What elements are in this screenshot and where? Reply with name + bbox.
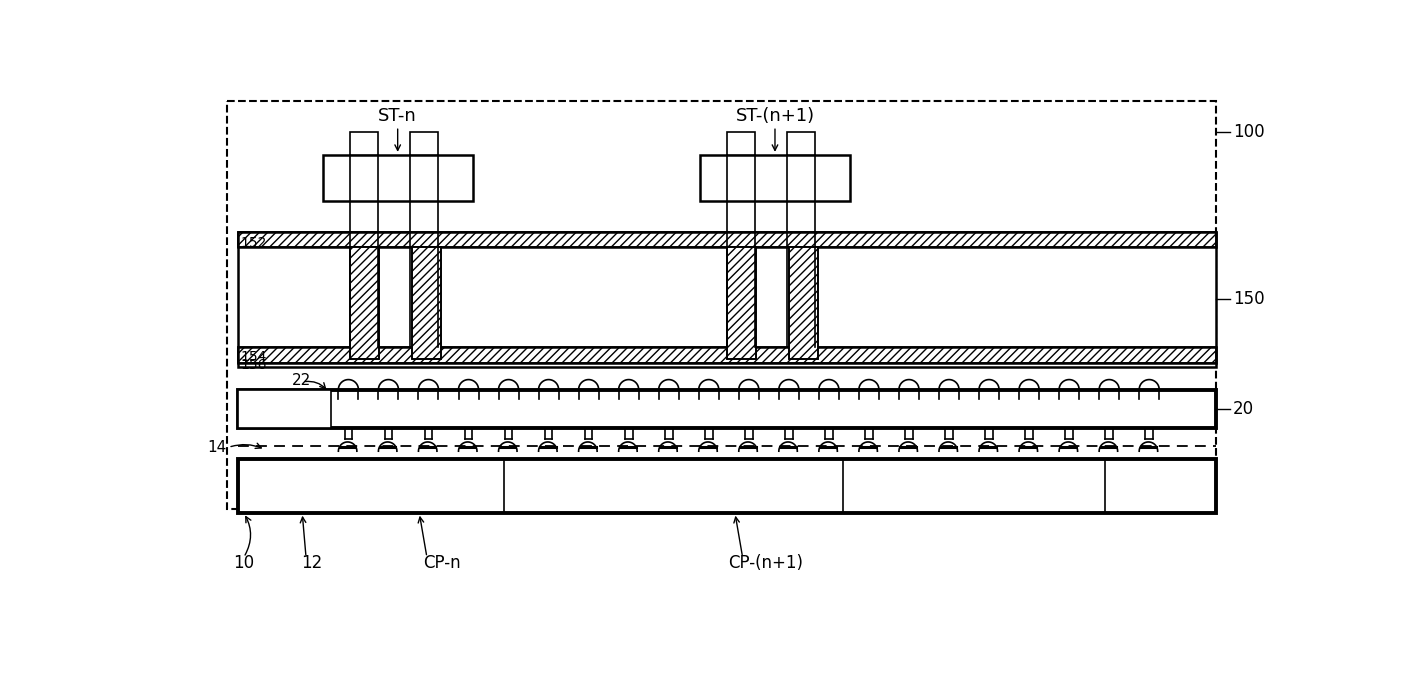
Bar	[728, 247, 756, 359]
Bar	[238, 232, 1216, 367]
Bar	[238, 232, 1216, 247]
Text: ST-n: ST-n	[378, 107, 418, 125]
Bar	[728, 247, 756, 359]
Bar	[350, 247, 379, 359]
Bar	[350, 247, 379, 359]
Text: CP-n: CP-n	[423, 554, 462, 572]
Text: 156: 156	[241, 358, 268, 372]
Bar	[789, 247, 818, 359]
Text: 10: 10	[234, 554, 255, 572]
Bar	[238, 347, 1216, 362]
Text: 100: 100	[1233, 122, 1264, 141]
Bar	[238, 390, 331, 428]
Text: 14: 14	[208, 440, 227, 455]
Bar	[227, 101, 1216, 509]
Bar	[238, 390, 1216, 428]
Bar	[238, 459, 1216, 513]
Text: 154: 154	[241, 350, 268, 364]
Bar	[789, 247, 818, 359]
Bar	[701, 155, 851, 201]
Text: 22: 22	[292, 373, 312, 388]
Bar	[350, 132, 378, 155]
Bar	[412, 247, 440, 359]
Text: CP-(n+1): CP-(n+1)	[728, 554, 803, 572]
Text: 20: 20	[1233, 400, 1255, 418]
Text: 12: 12	[300, 554, 321, 572]
Bar	[323, 155, 473, 201]
Bar	[412, 247, 440, 359]
Bar	[787, 132, 816, 155]
Bar	[411, 132, 438, 155]
Bar	[238, 347, 1216, 362]
Text: ST-(n+1): ST-(n+1)	[735, 107, 814, 125]
Text: 150: 150	[1233, 290, 1264, 308]
Text: 152: 152	[241, 235, 268, 250]
Bar	[728, 132, 755, 155]
Bar	[238, 232, 1216, 247]
